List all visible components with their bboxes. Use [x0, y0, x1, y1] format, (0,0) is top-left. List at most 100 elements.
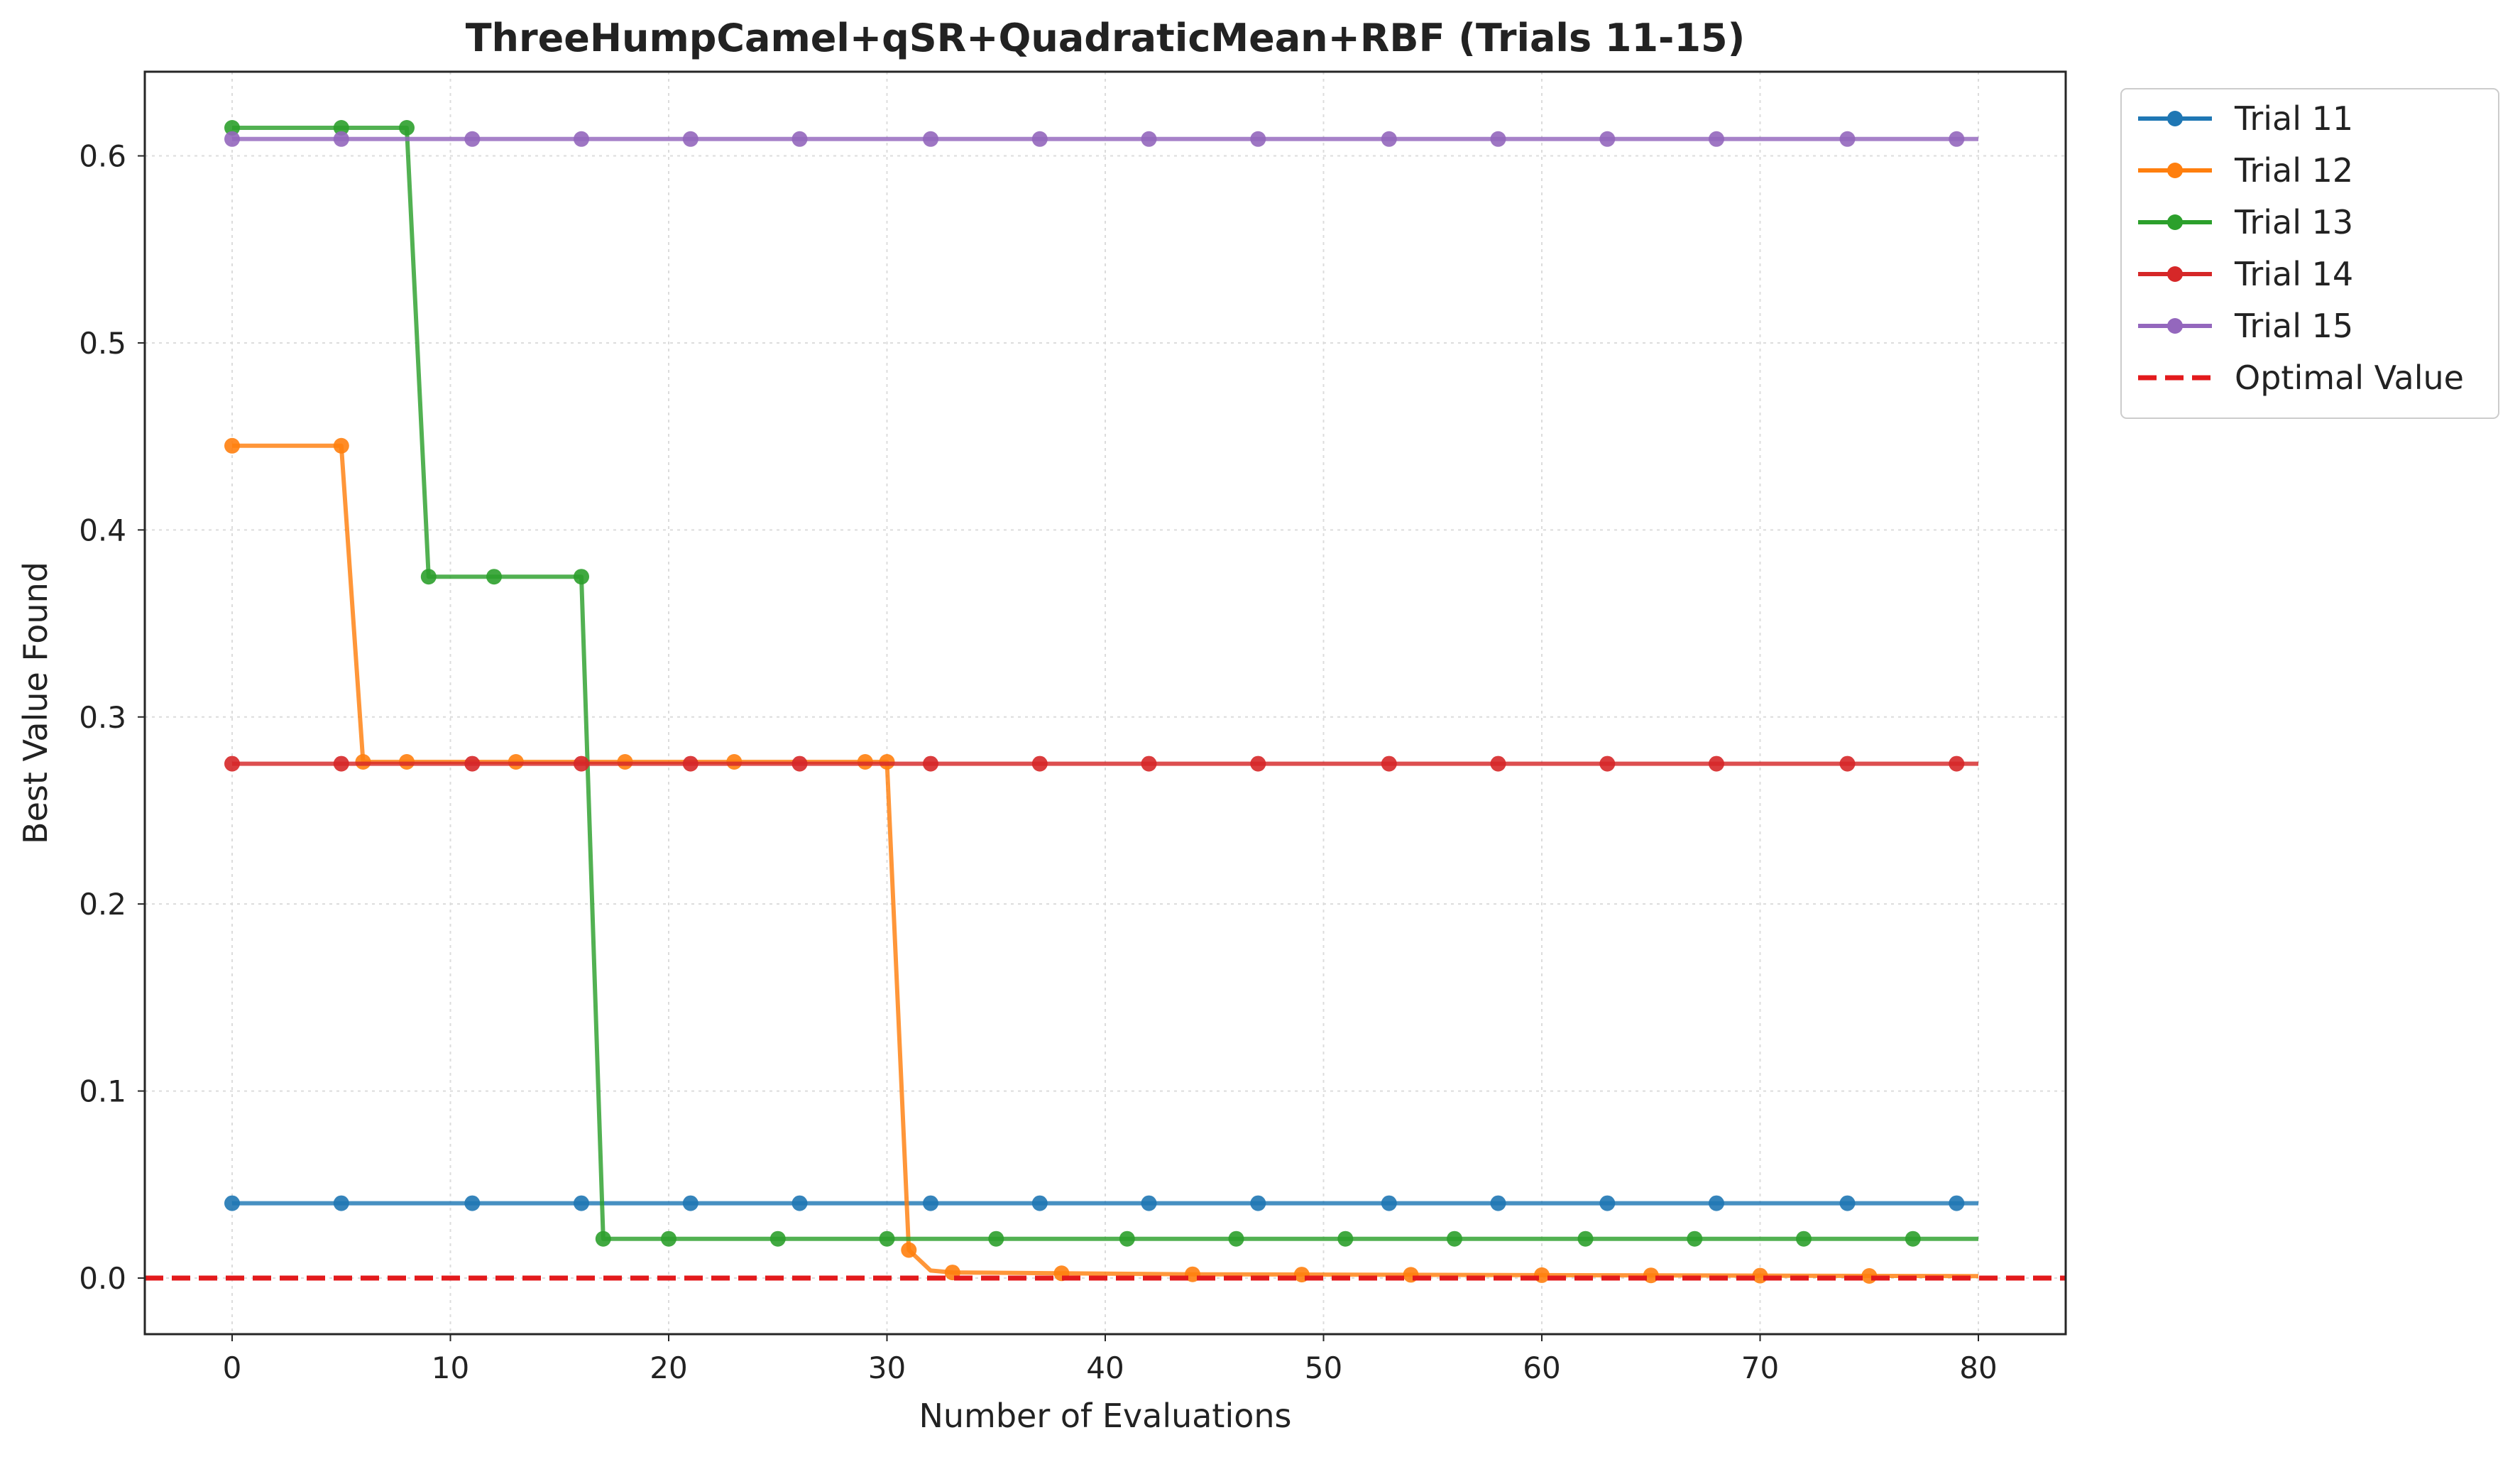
- data-point: [661, 1230, 676, 1247]
- y-axis-ticks: 0.0 0.1 0.2 0.3 0.4 0.5 0.6: [79, 139, 145, 1296]
- legend-item: Trial 11: [2138, 99, 2353, 138]
- data-point: [682, 131, 699, 147]
- data-point: [486, 569, 502, 585]
- legend-label: Optimal Value: [2235, 359, 2464, 397]
- data-point: [923, 755, 938, 772]
- x-tick-label: 0: [223, 1350, 242, 1385]
- legend-item: Trial 12: [2138, 151, 2353, 190]
- data-point: [224, 755, 240, 772]
- data-point: [1031, 131, 1048, 147]
- y-tick-label: 0.4: [79, 513, 126, 547]
- data-point: [1250, 131, 1266, 147]
- series-3: [224, 120, 1978, 1247]
- data-point: [1839, 1195, 1856, 1211]
- data-point: [1949, 755, 1965, 772]
- series-1: [224, 1195, 1978, 1211]
- y-tick-label: 0.1: [79, 1074, 126, 1109]
- data-point: [420, 569, 437, 585]
- data-point: [1905, 1230, 1921, 1247]
- x-tick-label: 80: [1959, 1350, 1997, 1385]
- data-point: [333, 437, 349, 454]
- data-point: [574, 131, 589, 147]
- data-point: [1839, 131, 1856, 147]
- data-point: [399, 120, 415, 136]
- legend-label: Trial 15: [2234, 307, 2353, 345]
- data-point: [1839, 755, 1856, 772]
- data-point: [1381, 755, 1397, 772]
- legend-label: Trial 13: [2234, 203, 2353, 241]
- data-point: [1228, 1230, 1244, 1247]
- data-point: [1949, 131, 1965, 147]
- data-point: [1141, 755, 1157, 772]
- data-point: [1031, 755, 1048, 772]
- data-point: [791, 131, 808, 147]
- data-point: [1250, 755, 1266, 772]
- data-point: [224, 131, 240, 147]
- data-point: [1141, 1195, 1157, 1211]
- x-tick-label: 10: [432, 1350, 469, 1385]
- data-point: [1031, 1195, 1048, 1211]
- y-tick-label: 0.5: [79, 326, 126, 361]
- data-point: [682, 1195, 699, 1211]
- data-point: [791, 755, 808, 772]
- series-layer: [224, 120, 1979, 1284]
- data-point: [1490, 755, 1506, 772]
- data-point: [1687, 1230, 1703, 1247]
- y-tick-label: 0.0: [79, 1261, 126, 1296]
- data-point: [1709, 1195, 1724, 1211]
- x-tick-label: 50: [1305, 1350, 1342, 1385]
- y-tick-label: 0.3: [79, 700, 126, 735]
- data-point: [333, 755, 349, 772]
- legend-item: Optimal Value: [2138, 359, 2464, 397]
- data-point: [1577, 1230, 1594, 1247]
- legend-marker: [2167, 214, 2183, 230]
- chart-title: ThreeHumpCamel+qSR+QuadraticMean+RBF (Tr…: [466, 16, 1746, 60]
- legend-item: Trial 15: [2138, 307, 2353, 345]
- data-point: [1599, 1195, 1616, 1211]
- data-point: [988, 1230, 1004, 1247]
- series-4: [224, 755, 1978, 772]
- data-point: [1141, 131, 1157, 147]
- data-point: [574, 569, 589, 585]
- x-axis-label: Number of Evaluations: [919, 1397, 1291, 1435]
- data-point: [1119, 1230, 1135, 1247]
- data-point: [1796, 1230, 1812, 1247]
- data-point: [682, 755, 699, 772]
- data-point: [1337, 1230, 1354, 1247]
- data-point: [901, 1242, 917, 1258]
- legend: Trial 11 Trial 12 Trial 13 Trial 14 Trial 15…: [2120, 88, 2499, 419]
- data-point: [1599, 755, 1616, 772]
- data-point: [1185, 1266, 1200, 1282]
- data-point: [1490, 1195, 1506, 1211]
- data-point: [879, 1230, 895, 1247]
- y-tick-label: 0.2: [79, 887, 126, 922]
- data-point: [791, 1195, 808, 1211]
- data-point: [1250, 1195, 1266, 1211]
- data-point: [224, 120, 240, 136]
- legend-marker: [2167, 163, 2183, 178]
- series-5: [224, 131, 1978, 147]
- data-point: [333, 1195, 349, 1211]
- legend-marker: [2167, 111, 2183, 126]
- x-tick-label: 70: [1741, 1350, 1779, 1385]
- data-point: [333, 120, 349, 136]
- data-point: [923, 1195, 938, 1211]
- data-point: [1381, 1195, 1397, 1211]
- x-tick-label: 40: [1086, 1350, 1124, 1385]
- x-tick-label: 30: [868, 1350, 906, 1385]
- data-point: [333, 131, 349, 147]
- y-tick-label: 0.6: [79, 139, 126, 174]
- data-point: [464, 1195, 481, 1211]
- x-tick-label: 60: [1523, 1350, 1560, 1385]
- data-point: [1709, 131, 1724, 147]
- legend-label: Trial 12: [2234, 151, 2353, 190]
- data-point: [1447, 1230, 1462, 1247]
- legend-label: Trial 11: [2234, 99, 2353, 138]
- data-point: [1381, 131, 1397, 147]
- data-point: [1490, 131, 1506, 147]
- legend-label: Trial 14: [2234, 255, 2353, 293]
- legend-box: [2120, 88, 2499, 419]
- x-axis-ticks: 0 10 20 30 40 50 60 70 80: [223, 1334, 1998, 1385]
- data-point: [1709, 755, 1724, 772]
